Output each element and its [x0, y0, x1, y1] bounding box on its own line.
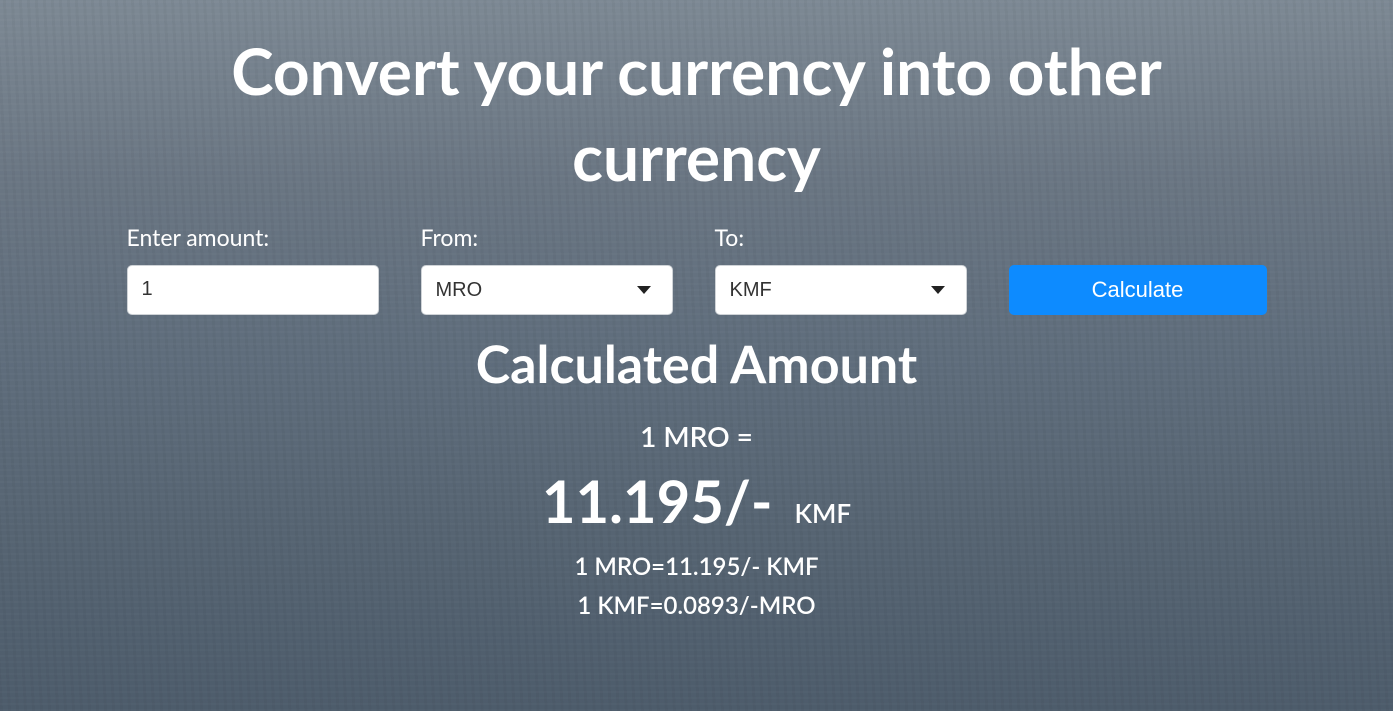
result-currency: KMF	[795, 497, 852, 529]
page-title: Convert your currency into other currenc…	[127, 28, 1267, 201]
converter-form: Enter amount: From: MRO To: KMF Calculat	[0, 223, 1393, 315]
calculate-button[interactable]: Calculate	[1009, 265, 1267, 315]
from-select-wrap: MRO	[421, 265, 673, 315]
amount-group: Enter amount:	[127, 223, 379, 315]
rate-forward: 1 MRO=11.195/- KMF	[0, 552, 1393, 581]
to-select-wrap: KMF	[715, 265, 967, 315]
from-label: From:	[421, 223, 673, 251]
result-section: Calculated Amount 1 MRO = 11.195/- KMF 1…	[0, 333, 1393, 620]
to-currency-select[interactable]: KMF	[715, 265, 967, 315]
result-value-row: 11.195/- KMF	[0, 467, 1393, 536]
result-value: 11.195/-	[542, 467, 773, 536]
to-group: To: KMF	[715, 223, 967, 315]
to-label: To:	[715, 223, 967, 251]
from-currency-select[interactable]: MRO	[421, 265, 673, 315]
button-group: Calculate	[1009, 265, 1267, 315]
from-group: From: MRO	[421, 223, 673, 315]
amount-input[interactable]	[127, 265, 379, 315]
rate-reverse: 1 KMF=0.0893/-MRO	[0, 591, 1393, 620]
result-heading: Calculated Amount	[0, 333, 1393, 395]
amount-label: Enter amount:	[127, 223, 379, 251]
result-source-line: 1 MRO =	[0, 419, 1393, 453]
